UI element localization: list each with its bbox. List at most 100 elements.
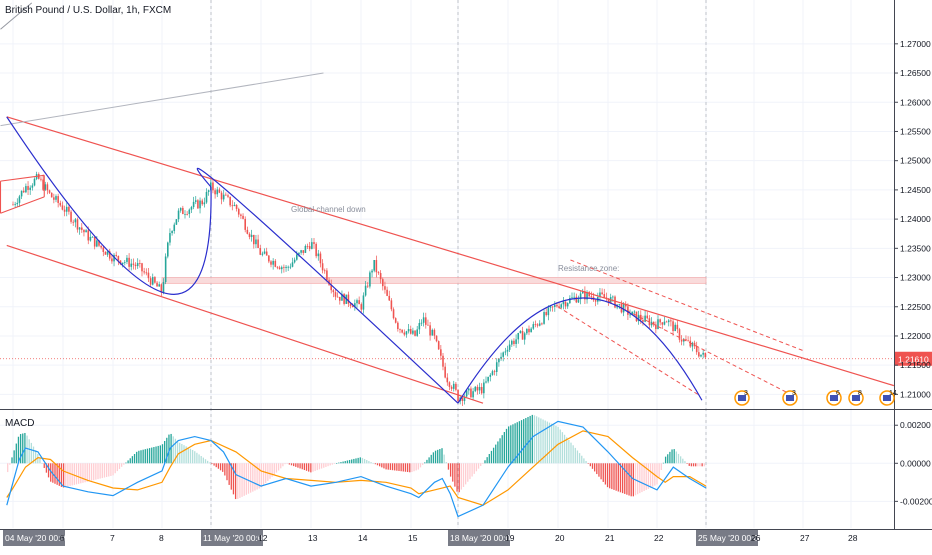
candle-body <box>188 209 191 215</box>
macd-histogram-bar <box>385 463 387 470</box>
macd-histogram-bar <box>116 463 118 472</box>
macd-histogram-bar <box>469 463 471 480</box>
candle-body <box>366 285 369 287</box>
candle-body <box>698 352 700 357</box>
candle-body <box>538 323 541 326</box>
macd-histogram-bar <box>656 463 658 485</box>
macd-histogram-bar <box>572 445 574 464</box>
candle-body <box>685 339 687 341</box>
x-tick-label: 25 May '20 00:00 <box>698 533 763 543</box>
macd-histogram-bar <box>647 463 650 489</box>
candle-body <box>89 236 92 241</box>
macd-histogram-bar <box>275 463 278 473</box>
candle-body <box>190 207 193 210</box>
macd-histogram-bar <box>400 463 402 472</box>
macd-histogram-bar <box>127 460 129 464</box>
macd-histogram-bar <box>331 463 333 465</box>
macd-histogram-bar <box>62 463 65 488</box>
candle-body <box>108 251 111 259</box>
event-badge: 8 <box>848 390 864 406</box>
candle-body <box>203 202 206 205</box>
candle-body <box>78 227 81 230</box>
macd-histogram-bar <box>422 463 424 465</box>
macd-histogram-bar <box>381 463 383 468</box>
candle-body <box>216 189 219 195</box>
macd-histogram-bar <box>84 463 86 483</box>
candle-body <box>590 296 593 298</box>
candle-body <box>334 292 337 297</box>
macd-signal-line <box>6 430 707 506</box>
candle-body <box>405 331 408 335</box>
candle-body <box>343 293 345 304</box>
macd-histogram-bar <box>527 416 529 464</box>
macd-histogram-bar <box>611 463 613 490</box>
macd-histogram-bar <box>606 463 609 488</box>
candle-body <box>534 324 537 325</box>
macd-histogram-bar <box>13 450 15 464</box>
candle-body <box>298 252 300 255</box>
candle-body <box>369 272 371 287</box>
candle-body <box>371 270 373 273</box>
macd-histogram-bar <box>125 462 127 464</box>
macd-histogram-bar <box>303 463 306 471</box>
macd-histogram-bar <box>155 446 157 464</box>
candle-body <box>119 260 122 265</box>
macd-histogram-bar <box>148 448 151 464</box>
candle-body <box>575 296 578 303</box>
candle-body <box>491 371 494 375</box>
macd-histogram-bar <box>357 457 359 464</box>
macd-histogram-bar <box>492 447 495 464</box>
y-tick-label: 1.22500 <box>900 302 931 312</box>
candle-body <box>141 263 143 272</box>
candle-body <box>652 321 655 325</box>
candle-body <box>272 260 274 265</box>
candle-body <box>541 323 543 325</box>
macd-histogram-bar <box>544 420 546 464</box>
last-price-value: 1.21610 <box>898 354 929 364</box>
macd-histogram-bar <box>542 419 544 464</box>
candle-body <box>457 389 459 402</box>
candle-body <box>644 315 646 322</box>
macd-histogram-bar <box>108 463 110 477</box>
macd-histogram-bar <box>30 442 32 464</box>
macd-histogram-bar <box>168 434 170 464</box>
macd-histogram-bar <box>286 463 288 464</box>
macd-histogram-bar <box>602 463 604 482</box>
macd-histogram-bar <box>93 463 95 481</box>
candle-body <box>450 386 453 389</box>
candle-body <box>386 289 388 296</box>
y-tick-label: 1.26000 <box>900 97 931 107</box>
candle-body <box>435 335 438 342</box>
macd-histogram-bar <box>669 451 671 464</box>
macd-histogram-bar <box>290 463 293 466</box>
candle-body <box>511 340 513 345</box>
macd-histogram-bar <box>684 461 686 464</box>
macd-histogram-bar <box>460 463 462 490</box>
macd-histogram-bar <box>465 463 467 485</box>
candle-body <box>12 204 14 206</box>
candle-body <box>530 328 532 333</box>
macd-histogram-bar <box>260 463 263 488</box>
macd-histogram-bar <box>703 463 705 467</box>
macd-histogram-bar <box>153 447 155 464</box>
event-count: 6 <box>836 390 840 397</box>
candle-body <box>27 186 29 190</box>
candle-body <box>465 390 468 397</box>
candle-body <box>160 284 163 293</box>
macd-histogram-bar <box>368 461 370 464</box>
macd-histogram-bar <box>226 463 228 481</box>
macd-histogram-bar <box>105 463 108 478</box>
candle-body <box>440 349 442 356</box>
candle-body <box>270 261 272 265</box>
macd-histogram-bar <box>299 463 301 469</box>
macd-histogram-bar <box>215 463 217 468</box>
x-tick-label: 15 <box>408 533 418 543</box>
candle-body <box>68 206 70 212</box>
macd-histogram-bar <box>680 456 682 464</box>
macd-histogram-bar <box>497 441 499 464</box>
macd-histogram-bar <box>583 458 585 464</box>
macd-histogram-bar <box>262 463 265 486</box>
event-badge: 3 <box>782 390 798 406</box>
